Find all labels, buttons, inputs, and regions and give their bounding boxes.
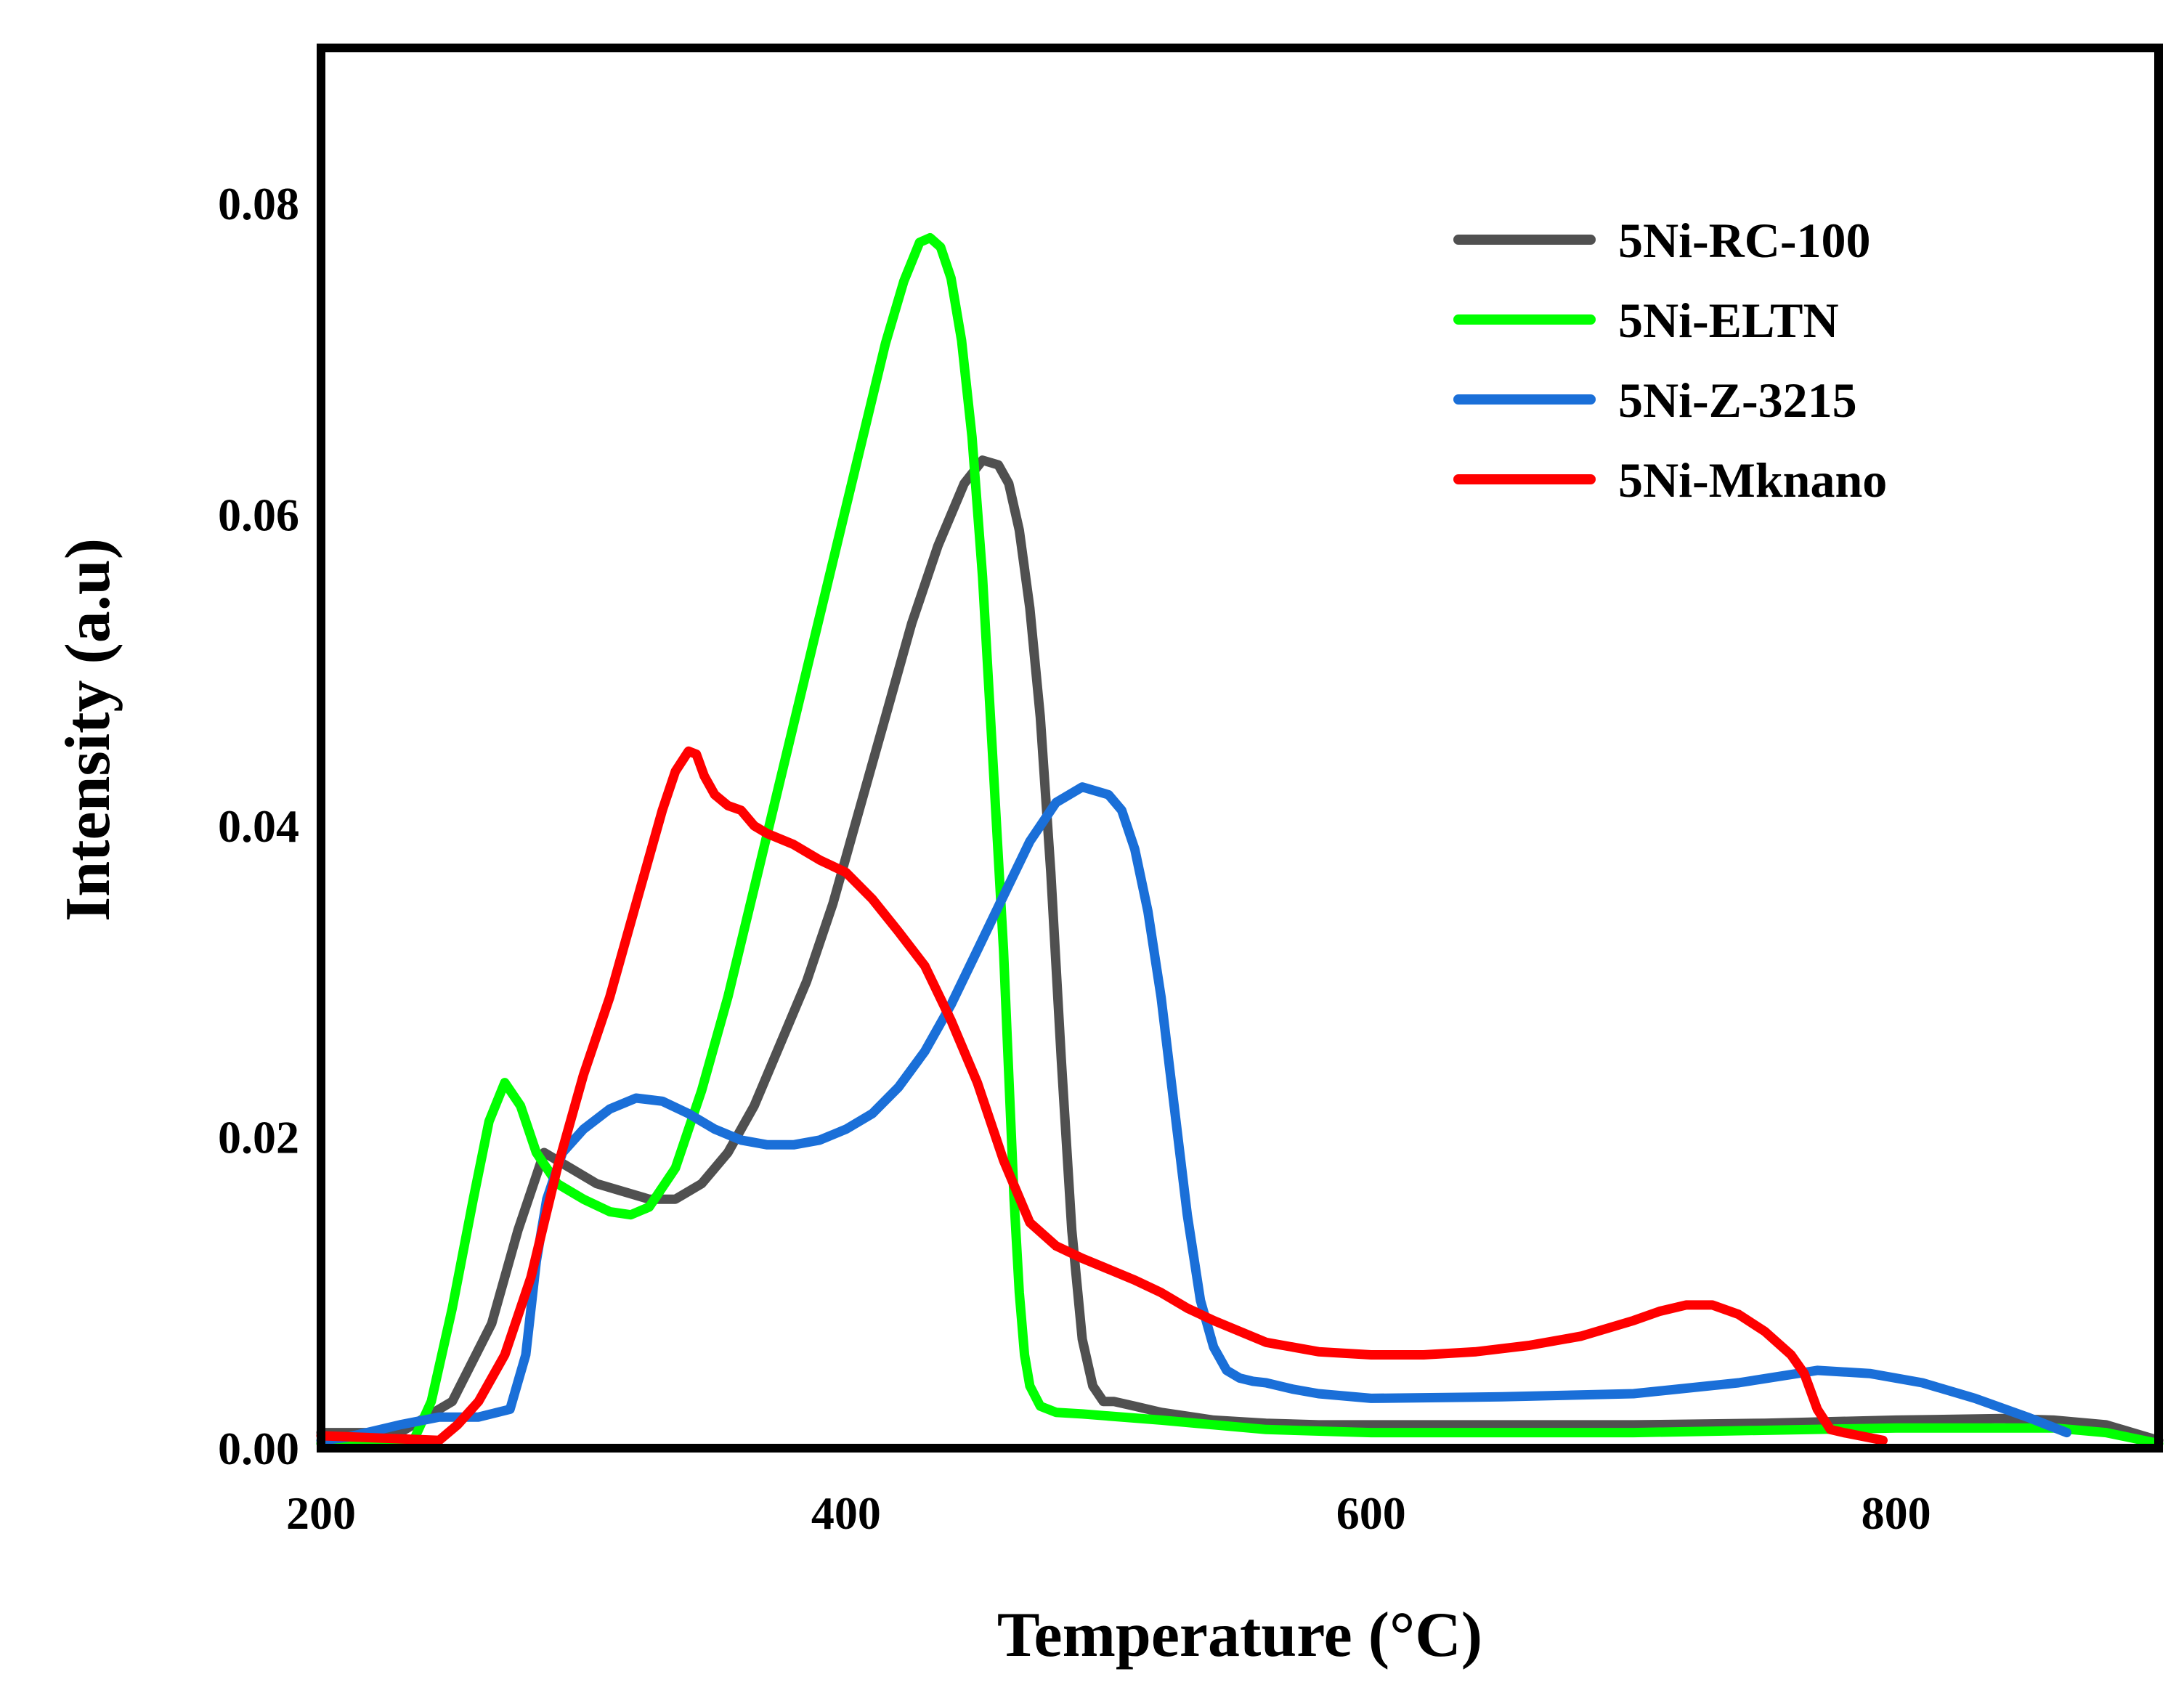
x-tick-label: 600	[1336, 1487, 1406, 1539]
x-tick-label: 400	[811, 1487, 881, 1539]
y-tick-label: 0.06	[218, 489, 299, 541]
y-axis-label: Intensity (a.u)	[53, 538, 123, 922]
x-axis-label: Temperature (°C)	[997, 1600, 1482, 1670]
series-line-5ni-eltn	[316, 232, 2164, 1449]
legend-label: 5Ni-Z-3215	[1618, 373, 1857, 428]
y-tick-label: 0.08	[218, 178, 299, 229]
series-line-5ni-z-3215	[316, 782, 2071, 1445]
series-line-5ni-mknano	[316, 746, 1888, 1445]
plot-frame	[317, 44, 2163, 1453]
legend-label: 5Ni-ELTN	[1618, 293, 1839, 348]
x-axis-ticks: 200 400 600 800	[286, 1487, 1931, 1539]
y-tick-label: 0.04	[218, 800, 299, 852]
y-tick-label: 0.02	[218, 1112, 299, 1163]
y-axis-ticks: 0.00 0.02 0.04 0.06 0.08	[218, 178, 299, 1474]
x-tick-label: 800	[1862, 1487, 1931, 1539]
series-line-5ni-rc-100	[316, 455, 2164, 1445]
series-lines	[316, 232, 2164, 1449]
y-tick-label: 0.00	[218, 1423, 299, 1474]
legend-label: 5Ni-Mknano	[1618, 452, 1887, 508]
legend: 5Ni-RC-100 5Ni-ELTN 5Ni-Z-3215 5Ni-Mknano	[1453, 213, 1887, 508]
x-tick-label: 200	[286, 1487, 356, 1539]
legend-label: 5Ni-RC-100	[1618, 213, 1871, 268]
